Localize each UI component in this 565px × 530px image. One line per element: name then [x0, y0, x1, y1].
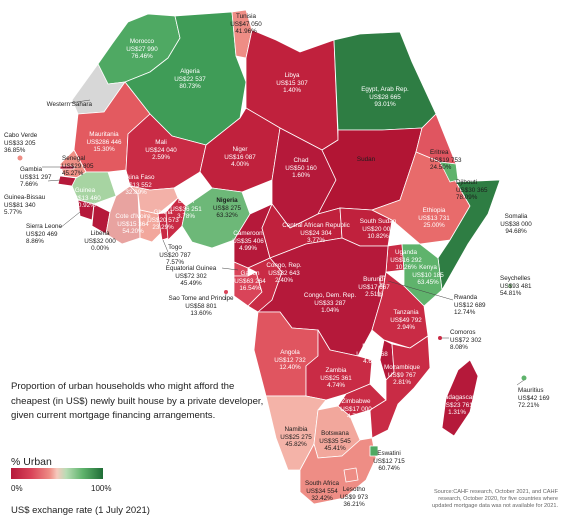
region-djibouti: [439, 161, 459, 183]
label-western-sahara: Western Sahara: [46, 101, 92, 108]
leader-lines: [42, 99, 525, 386]
label-mauritania: Mauritania US$286 446 15.30%: [86, 131, 122, 154]
label-lesotho: Lesotho US$9 973 36.21%: [339, 486, 369, 509]
label-egypt: Egypt, Arab Rep. US$28 665 93.01%: [361, 86, 409, 109]
exchange-rate-note: US$ exchange rate (1 July 2021): [11, 505, 150, 516]
label-kenya: Kenya US$10 185 63.45%: [412, 264, 444, 287]
label-rwanda: Rwanda US$12 689 12.74%: [454, 294, 486, 317]
label-congo-rep: Congo, Rep. US$32 643 2.40%: [266, 262, 302, 285]
label-togo: Togo US$20 787 7.57%: [159, 244, 191, 267]
source-note: Source:CAHF research, October 2021, and …: [432, 489, 558, 510]
label-gambia: Gambia US$31 297 7.66%: [20, 166, 52, 189]
region-guinea: [71, 171, 117, 205]
label-namibia: Namibia US$25 275 45.82%: [280, 426, 312, 449]
label-eswatini: Eswatini US$12 715 60.74%: [373, 450, 405, 473]
region-mauritius: [521, 375, 527, 381]
label-zimbabwe: Zimbabwe US$17 000 4.74%: [340, 398, 372, 421]
label-mali: Mali US$24 040 2.59%: [145, 139, 177, 162]
label-cabo-verde: Cabo Verde US$33 205 36.85%: [4, 132, 38, 155]
label-senegal: Senegal US$29 805 45.27%: [62, 155, 94, 178]
region-mozambique: [369, 335, 431, 439]
region-seychelles: [508, 284, 512, 288]
legend-title: % Urban: [11, 456, 52, 468]
label-equatorial-guinea: Equatorial Guinea US$72 302 45.49%: [165, 265, 217, 288]
label-burkina-faso: Burkina Faso US$13 552 32.89%: [117, 174, 155, 197]
region-sao-tome: [224, 290, 228, 294]
region-burkina-faso: [129, 185, 179, 215]
legend-max-label: 100%: [91, 484, 112, 493]
label-niger: Niger US$16 087 4.00%: [224, 146, 256, 169]
label-south-sudan: South Sudan US$20 000 10.82%: [359, 218, 397, 241]
label-ghana: Ghana US$20 573 23.29%: [147, 209, 179, 232]
label-mauritius: Mauritius US$42 169 72.21%: [518, 387, 550, 410]
region-gambia: [59, 165, 75, 170]
region-cote-divoire: [105, 185, 141, 245]
label-sao-tome: Sao Tome and Principe US$58 801 13.60%: [168, 295, 234, 318]
region-cabo-verde: [17, 155, 23, 161]
region-ghana: [139, 209, 163, 243]
label-car: Central African Republic US$24 304 3.77%: [282, 222, 350, 245]
label-guinea-bissau: Guinea-Bissau US$81 340 5.77%: [4, 194, 46, 217]
region-senegal: [59, 149, 87, 179]
label-somalia: Somalia US$38 000 94.68%: [500, 213, 532, 236]
label-comoros: Comoros US$72 302 8.08%: [450, 329, 482, 352]
label-guinea: Guinea US$13 460 60.92%: [69, 187, 101, 210]
label-angola: Angola US$12 732 12.40%: [274, 349, 306, 372]
region-kenya: [401, 243, 443, 307]
label-chad: Chad US$50 160 1.60%: [285, 157, 317, 180]
label-cameroon: Cameroon US$35 406 4.99%: [232, 230, 264, 253]
label-morocco: Morocco US$27 990 76.46%: [126, 38, 158, 61]
region-egypt: [333, 31, 437, 131]
label-uganda: Uganda US$16 292 10.26%: [390, 249, 422, 272]
region-sierra-leone: [77, 199, 95, 221]
label-botswana: Botswana US$35 545 45.41%: [319, 430, 351, 453]
label-cote-divoire: Cote d'Ivoire US$15 364 54.20%: [115, 213, 151, 236]
label-eritrea: Eritrea US$19 753 24.50%: [430, 149, 462, 172]
label-madagascar: Madagascar US$23 761 1.31%: [439, 394, 475, 417]
label-djibouti: Djibouti US$30 365 78.09%: [456, 179, 488, 202]
legend-color-scale: [11, 468, 103, 479]
label-drc: Congo, Dem. Rep. US$33 287 1.04%: [303, 292, 357, 315]
label-seychelles: Seychelles US$93 481 54.81%: [500, 275, 532, 298]
label-algeria: Algeria US$22 537 80.73%: [174, 68, 206, 91]
label-sierra-leone: Sierra Leone US$20 469 8.86%: [26, 223, 63, 246]
label-liberia: Liberia US$32 000 0.00%: [84, 230, 116, 253]
label-south-africa: South Africa US$34 554 32.42%: [305, 480, 339, 503]
region-madagascar: [441, 359, 479, 437]
label-ethiopia: Ethiopia US$13 731 25.00%: [418, 207, 450, 230]
region-eswatini: [369, 445, 379, 457]
label-burundi: Burundi US$17 667 2.51%: [358, 276, 390, 299]
region-comoros: [438, 336, 442, 340]
region-lesotho: [343, 467, 359, 483]
label-gabon: Gabon US$63 264 16.54%: [234, 270, 266, 293]
label-libya: Libya US$15 307 1.40%: [276, 72, 308, 95]
label-tunisia: Tunisia US$47 050 41.96%: [230, 13, 262, 36]
label-nigeria: Nigeria US$8 275 63.32%: [212, 197, 242, 220]
label-mozambique: Mozambique US$9 767 2.81%: [383, 364, 421, 387]
map-caption: Proportion of urban households who might…: [11, 381, 264, 421]
label-malawi: Malawi US$12 468 4.67%: [356, 343, 388, 366]
label-zambia: Zambia US$25 361 4.74%: [320, 367, 352, 390]
label-benin: Benin US$36 251 3.78%: [170, 198, 202, 221]
legend-min-label: 0%: [11, 484, 23, 493]
label-tanzania: Tanzania US$49 792 2.94%: [390, 309, 422, 332]
label-sudan: Sudan: [356, 156, 376, 163]
